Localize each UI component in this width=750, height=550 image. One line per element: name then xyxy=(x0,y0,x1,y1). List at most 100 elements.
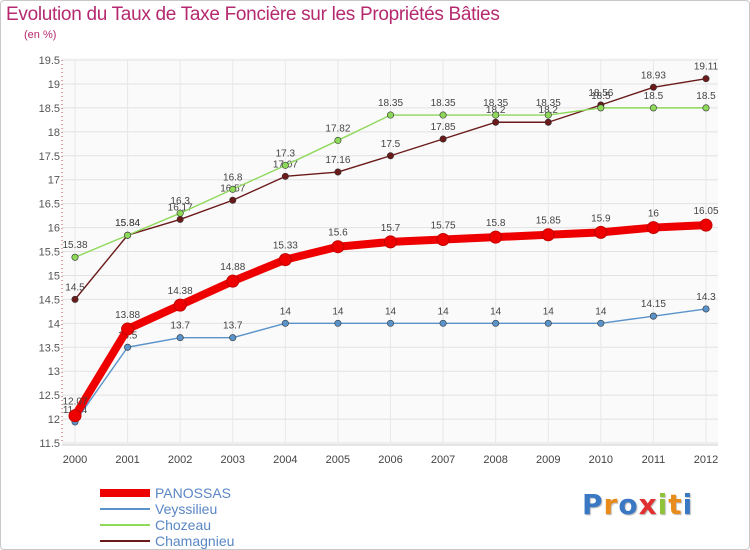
data-point-chozeau xyxy=(71,253,79,261)
data-point-veyssilieu xyxy=(334,319,342,327)
legend-item-chamagnieu: Chamagnieu xyxy=(100,533,360,549)
data-point-chamagnieu xyxy=(386,152,394,160)
data-label-chamagnieu: 15.84 xyxy=(115,218,140,229)
x-tick-label: 2000 xyxy=(63,454,87,466)
y-tick-label: 16.5 xyxy=(39,199,60,211)
data-label-veyssilieu: 14.15 xyxy=(641,299,666,310)
x-tick-label: 2012 xyxy=(694,454,718,466)
y-tick-label: 11.5 xyxy=(39,438,60,450)
legend-label-veyssilieu: Veyssilieu xyxy=(155,501,218,517)
data-point-veyssilieu xyxy=(281,319,289,327)
data-point-chozeau xyxy=(439,111,447,119)
data-point-chozeau xyxy=(386,111,394,119)
data-label-panossas: 15.6 xyxy=(328,228,348,239)
y-tick-label: 13.5 xyxy=(39,342,60,354)
data-point-veyssilieu xyxy=(492,319,500,327)
data-label-chamagnieu: 18.2 xyxy=(486,105,506,116)
data-point-panossas xyxy=(646,221,660,235)
chart-title: Evolution du Taux de Taxe Foncière sur l… xyxy=(6,4,500,25)
data-point-chamagnieu xyxy=(229,196,237,204)
x-tick-label: 2009 xyxy=(536,454,560,466)
data-point-veyssilieu xyxy=(702,305,710,313)
data-point-chamagnieu xyxy=(544,118,552,126)
data-label-veyssilieu: 14 xyxy=(332,306,344,317)
legend-item-chozeau: Chozeau xyxy=(100,517,360,533)
data-point-panossas xyxy=(68,409,82,423)
data-point-chamagnieu xyxy=(702,75,710,83)
data-label-panossas: 15.75 xyxy=(431,221,456,232)
data-point-panossas xyxy=(489,230,503,244)
legend-label-chamagnieu: Chamagnieu xyxy=(155,533,235,549)
data-point-panossas xyxy=(226,274,240,288)
legend-item-veyssilieu: Veyssilieu xyxy=(100,501,360,517)
data-label-panossas: 12.07 xyxy=(62,397,87,408)
legend-swatch-panossas xyxy=(100,489,150,497)
data-point-chozeau xyxy=(281,161,289,169)
data-label-panossas: 15.85 xyxy=(536,216,561,227)
data-point-chozeau xyxy=(544,111,552,119)
data-label-chamagnieu: 18.93 xyxy=(641,70,666,81)
data-label-chamagnieu: 18.56 xyxy=(588,88,613,99)
y-tick-label: 17.5 xyxy=(39,151,60,163)
y-tick-label: 17 xyxy=(48,175,60,187)
data-point-veyssilieu xyxy=(597,319,605,327)
logo-letter: i xyxy=(682,488,694,521)
data-point-chamagnieu xyxy=(492,118,500,126)
data-point-chozeau xyxy=(124,231,132,239)
data-point-chozeau xyxy=(176,209,184,217)
data-label-veyssilieu: 14 xyxy=(490,306,502,317)
data-label-panossas: 16.05 xyxy=(693,206,718,217)
data-label-chamagnieu: 17.16 xyxy=(325,155,350,166)
data-point-chozeau xyxy=(597,104,605,112)
data-label-veyssilieu: 14 xyxy=(595,306,607,317)
data-label-veyssilieu: 14 xyxy=(280,306,292,317)
data-point-veyssilieu xyxy=(439,319,447,327)
logo-letter: i xyxy=(657,488,669,521)
y-tick-label: 19.5 xyxy=(39,55,60,67)
legend-label-panossas: PANOSSAS xyxy=(155,485,231,501)
data-label-chamagnieu: 16.17 xyxy=(168,202,193,213)
data-label-panossas: 13.88 xyxy=(115,310,140,321)
y-tick-label: 18.5 xyxy=(39,103,60,115)
data-label-veyssilieu: 13.7 xyxy=(223,321,243,332)
data-label-chozeau: 18.35 xyxy=(431,98,456,109)
legend-swatch-chamagnieu xyxy=(100,540,150,542)
data-point-chamagnieu xyxy=(71,295,79,303)
data-point-chozeau xyxy=(702,104,710,112)
data-label-chozeau: 18.35 xyxy=(378,98,403,109)
data-label-panossas: 14.38 xyxy=(168,286,193,297)
logo-letter: P xyxy=(582,488,604,521)
data-label-chozeau: 17.82 xyxy=(325,123,350,134)
data-label-chozeau: 15.38 xyxy=(62,240,87,251)
data-label-chozeau: 16.3 xyxy=(170,196,190,207)
logo-letter: t xyxy=(668,488,683,521)
data-label-panossas: 15.9 xyxy=(591,213,611,224)
data-point-veyssilieu xyxy=(124,343,132,351)
data-point-veyssilieu xyxy=(229,334,237,342)
data-label-chozeau: 15.84 xyxy=(115,218,140,229)
data-label-chozeau: 18.35 xyxy=(483,98,508,109)
data-point-chamagnieu xyxy=(439,135,447,143)
logo-letter: o xyxy=(618,488,639,521)
data-point-panossas xyxy=(699,218,713,232)
data-label-chamagnieu: 17.5 xyxy=(381,139,401,150)
data-label-veyssilieu: 13.7 xyxy=(170,321,190,332)
logo-letter: r xyxy=(603,488,619,521)
x-tick-label: 2011 xyxy=(642,454,666,466)
legend-label-chozeau: Chozeau xyxy=(155,517,212,533)
data-point-chamagnieu xyxy=(176,215,184,223)
x-tick-label: 2006 xyxy=(378,454,402,466)
legend: PANOSSAS Veyssilieu Chozeau Chamagnieu xyxy=(100,485,360,549)
data-point-panossas xyxy=(331,240,345,254)
data-point-veyssilieu xyxy=(176,334,184,342)
data-point-panossas xyxy=(436,233,450,247)
data-label-veyssilieu: 14 xyxy=(438,306,450,317)
logo-letter: x xyxy=(638,488,658,521)
data-point-chamagnieu xyxy=(281,172,289,180)
y-tick-label: 15 xyxy=(48,270,60,282)
x-tick-label: 2010 xyxy=(589,454,613,466)
data-label-chozeau: 16.8 xyxy=(223,172,243,183)
data-point-panossas xyxy=(278,253,292,267)
data-label-chamagnieu: 14.5 xyxy=(65,282,85,293)
